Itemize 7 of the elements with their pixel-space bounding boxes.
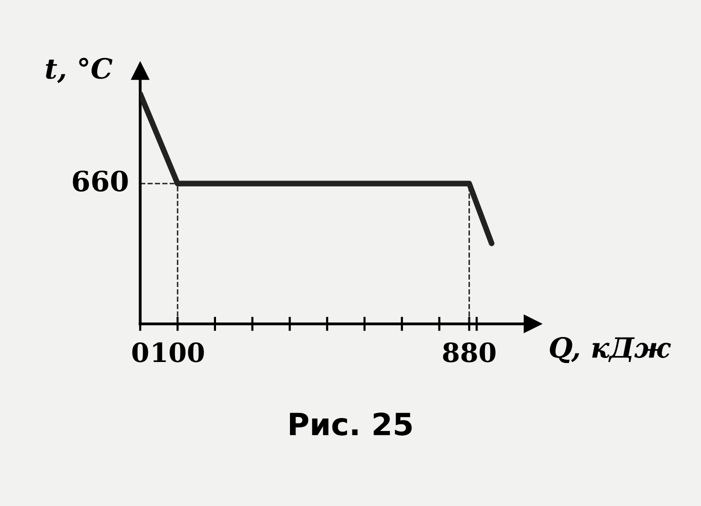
x-axis-title: Q, кДж [550, 336, 671, 364]
x-tick-label: 0 [132, 342, 148, 362]
annotation: 660 [72, 170, 128, 192]
x-tick-label: 880 [443, 342, 496, 362]
x-tick-label: 100 [153, 342, 204, 362]
y-axis-title: t, °C [46, 58, 112, 84]
text: Рис. 25 [290, 412, 412, 436]
